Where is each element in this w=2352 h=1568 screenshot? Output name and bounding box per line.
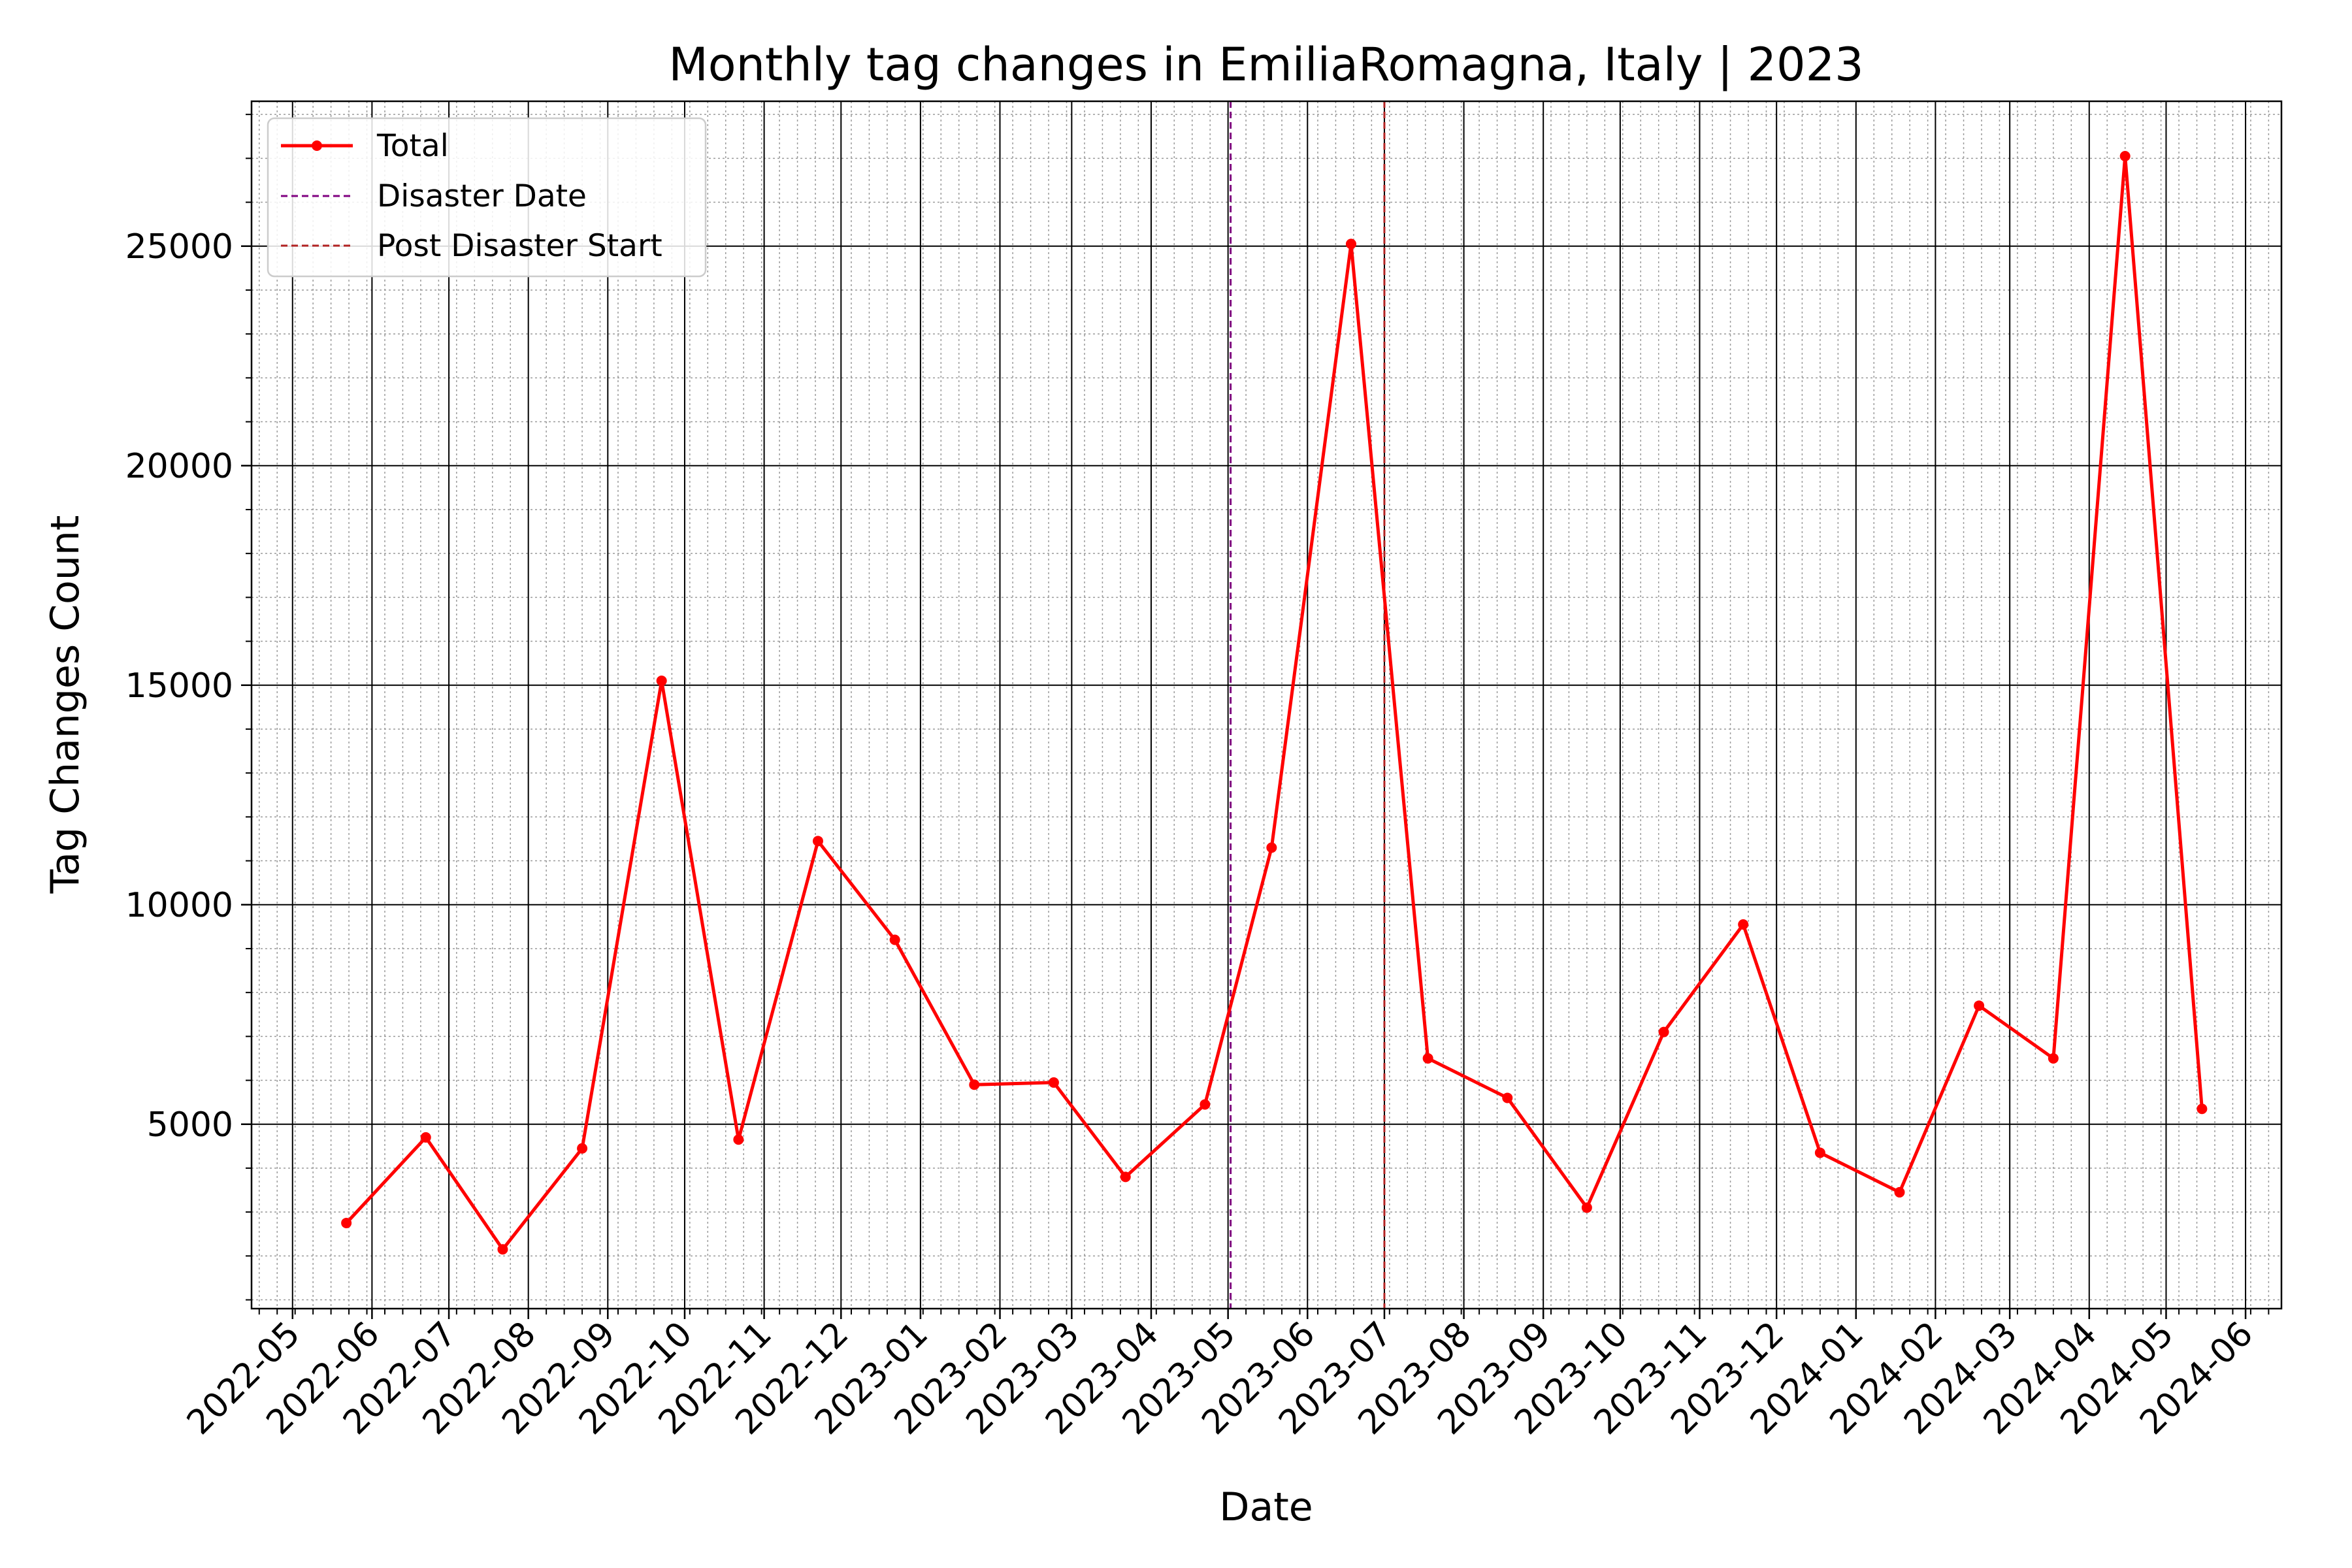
- y-tick-label: 5000: [147, 1105, 233, 1145]
- plot-frame: [250, 100, 2283, 1310]
- y-axis-label: Tag Changes Count: [42, 515, 88, 894]
- data-point: [1894, 1186, 1905, 1198]
- y-tick-label: 25000: [125, 227, 233, 267]
- axis-ticks: [241, 114, 2270, 1319]
- legend-total-label: Total: [376, 128, 449, 164]
- reference-lines: [1230, 101, 1386, 1309]
- chart-title: Monthly tag changes in EmiliaRomagna, It…: [668, 38, 1863, 91]
- data-point: [1200, 1099, 1211, 1110]
- data-point: [2048, 1053, 2059, 1064]
- data-point: [1345, 238, 1356, 250]
- data-point: [1266, 842, 1277, 853]
- data-point: [577, 1143, 588, 1154]
- legend-post-disaster-label: Post Disaster Start: [377, 228, 662, 264]
- legend-total-marker: [312, 140, 322, 151]
- y-tick-label: 15000: [125, 666, 233, 706]
- data-point: [1738, 919, 1749, 930]
- series-layer: [341, 151, 2208, 1255]
- legend-disaster-date-label: Disaster Date: [377, 178, 587, 214]
- data-point: [1120, 1171, 1131, 1183]
- legend: Total Disaster Date Post Disaster Start: [267, 117, 707, 278]
- data-point: [2197, 1103, 2208, 1115]
- y-tick-label: 20000: [125, 447, 233, 486]
- data-point: [889, 934, 900, 945]
- data-point: [420, 1132, 431, 1143]
- data-point: [2119, 151, 2131, 161]
- y-tick-label: 10000: [125, 886, 233, 925]
- x-axis-label: Date: [1219, 1484, 1313, 1530]
- data-point: [969, 1079, 980, 1090]
- data-point: [1814, 1147, 1825, 1158]
- data-point: [1581, 1202, 1592, 1213]
- data-point: [341, 1217, 352, 1228]
- data-point: [1658, 1026, 1669, 1037]
- data-point: [1048, 1077, 1059, 1088]
- major-grid: [252, 101, 2281, 1309]
- data-point: [733, 1134, 744, 1145]
- data-point: [1974, 1000, 1985, 1011]
- data-point: [1502, 1092, 1513, 1103]
- legend-box: [267, 117, 707, 278]
- minor-grid: [252, 101, 2281, 1309]
- data-point: [656, 676, 667, 687]
- data-point: [812, 836, 823, 847]
- data-point: [1422, 1053, 1433, 1064]
- data-point: [497, 1244, 508, 1255]
